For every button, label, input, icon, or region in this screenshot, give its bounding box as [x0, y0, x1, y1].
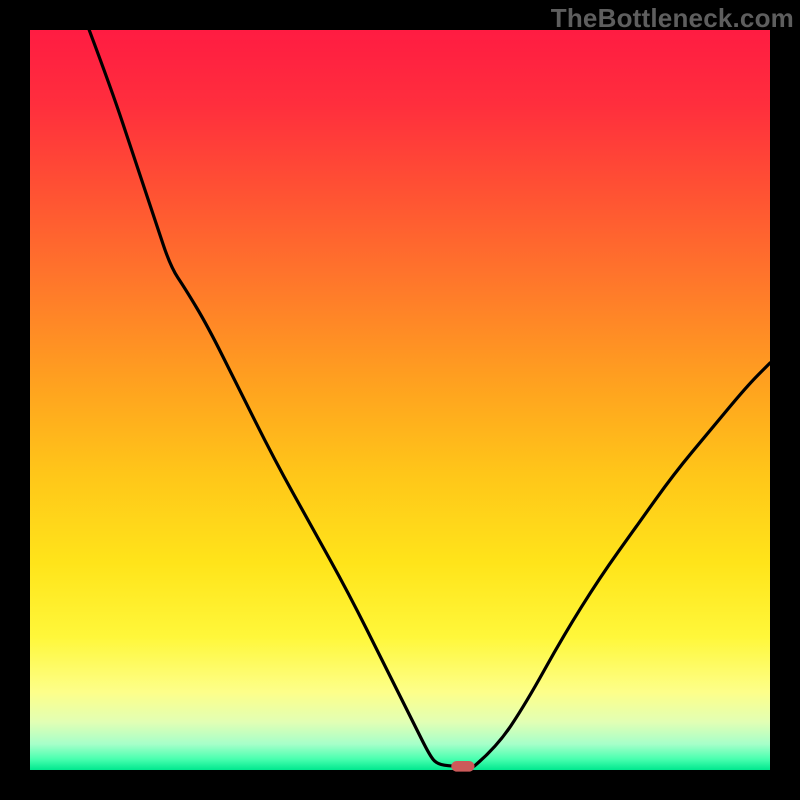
optimal-marker	[452, 761, 474, 771]
chart-container: TheBottleneck.com	[0, 0, 800, 800]
watermark-label: TheBottleneck.com	[551, 3, 794, 34]
bottleneck-chart	[0, 0, 800, 800]
plot-background	[30, 30, 770, 770]
